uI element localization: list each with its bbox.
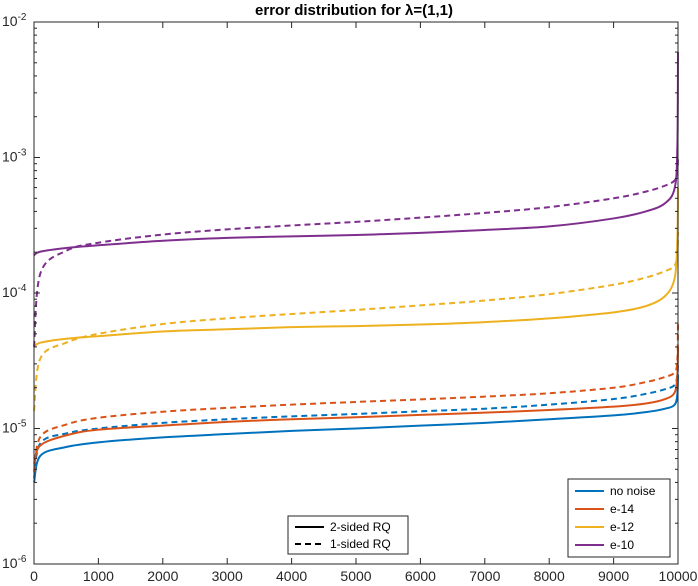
x-tick-label: 10000 xyxy=(659,568,698,584)
y-tick-label: 10-5 xyxy=(2,419,27,436)
plot-area xyxy=(33,52,679,483)
x-tick-label: 9000 xyxy=(598,568,629,584)
axes: 0 1000 2000 3000 4000 5000 6000 7000 8000 9000 100… xyxy=(2,12,698,584)
chart-title: error distribution for λ=(1,1) xyxy=(255,2,453,19)
x-tick-label: 5000 xyxy=(340,568,371,584)
x-tick-label: 3000 xyxy=(212,568,243,584)
x-tick-label: 6000 xyxy=(405,568,436,584)
legend-colors: no noise e-14 e-12 e-10 xyxy=(567,478,671,558)
series-line-e-14-1-sided xyxy=(33,323,679,472)
y-tick-label: 10-4 xyxy=(2,283,27,300)
legend-label: e-12 xyxy=(610,520,634,534)
x-tick-label: 0 xyxy=(30,568,38,584)
legend-styles-box xyxy=(287,515,409,555)
y-tick-label: 10-6 xyxy=(2,554,27,571)
legend-label: e-10 xyxy=(610,538,634,552)
legend-style-label: 2-sided RQ xyxy=(330,520,391,534)
legend-style-label: 1-sided RQ xyxy=(330,537,391,551)
x-tick-label: 1000 xyxy=(83,568,114,584)
x-tick-label: 4000 xyxy=(276,568,307,584)
x-tick-label: 8000 xyxy=(534,568,565,584)
series-line-no-noise-1-sided xyxy=(33,363,679,479)
x-tick-label: 2000 xyxy=(147,568,178,584)
series-line-e-12-1-sided xyxy=(33,232,679,411)
series-line-e-10-2-sided xyxy=(33,52,679,257)
series-line-e-10-1-sided xyxy=(33,157,679,348)
y-tick-label: 10-2 xyxy=(2,12,27,29)
legend-styles: 2-sided RQ 1-sided RQ xyxy=(287,515,409,555)
legend-label: e-14 xyxy=(610,502,634,516)
series-line-e-12-2-sided xyxy=(33,187,679,348)
legend-label: no noise xyxy=(610,484,656,498)
series-line-e-14-2-sided xyxy=(33,346,679,465)
x-tick-label: 7000 xyxy=(469,568,500,584)
series-line-no-noise-2-sided xyxy=(33,374,679,483)
y-tick-label: 10-3 xyxy=(2,148,27,165)
